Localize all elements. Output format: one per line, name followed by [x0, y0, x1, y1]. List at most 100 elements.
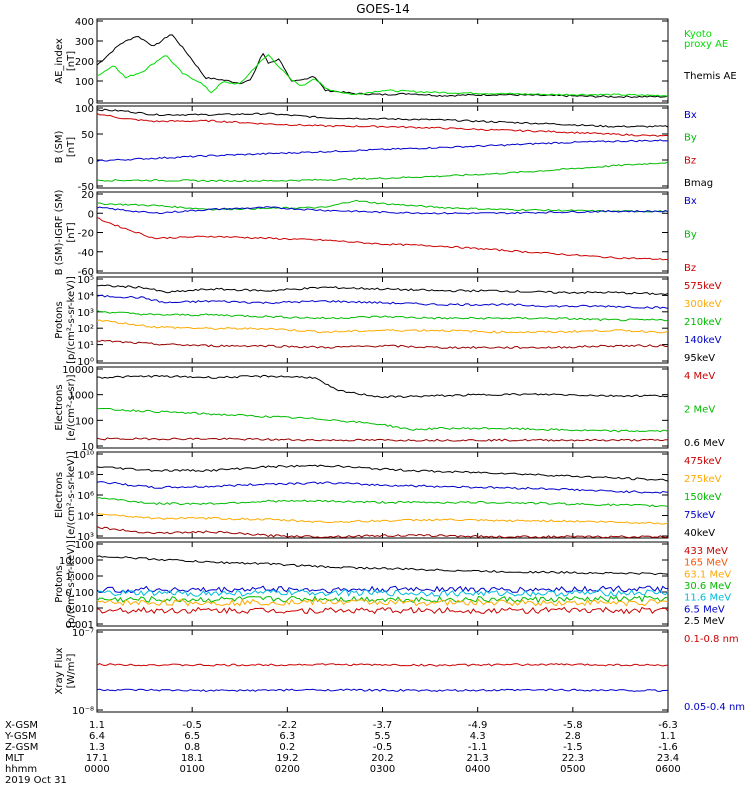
footer-value: -2.2	[278, 720, 298, 731]
footer-row-label: X-GSM	[5, 720, 38, 731]
footer-row-label: Y-GSM	[4, 731, 37, 742]
legend-label: 475keV	[684, 456, 722, 467]
legend-label: Bx	[684, 110, 697, 121]
y-tick-label: 100	[75, 77, 94, 88]
y-axis-label: B (SM)	[54, 130, 65, 163]
y-tick-label: 10⁴	[77, 512, 94, 523]
footer-value: 20.2	[371, 753, 393, 764]
y-tick-label: 10	[81, 442, 94, 453]
y-tick-label: 1.000	[65, 572, 94, 583]
footer-value: 0300	[370, 764, 395, 775]
panel-3-series-0	[96, 284, 669, 296]
legend-label: 275keV	[684, 474, 722, 485]
footer-value: -4.9	[468, 720, 488, 731]
y-tick-label: 10⁰	[77, 357, 94, 368]
panel-1-series-3	[96, 161, 669, 183]
panel-2-series-0	[96, 199, 669, 213]
y-tick-label: 0	[88, 209, 94, 220]
panel-5-frame	[96, 451, 669, 539]
legend-label: 300keV	[684, 299, 722, 310]
panel-4-series-2	[96, 437, 669, 442]
y-tick-label: 10⁻⁷	[72, 628, 94, 639]
footer-value: 21.3	[467, 753, 489, 764]
y-tick-label: 50	[81, 130, 94, 141]
footer-value: 0100	[179, 764, 204, 775]
panel-0-series-0	[96, 34, 669, 99]
y-tick-label: 10¹	[77, 341, 94, 352]
footer-value: 1.3	[89, 742, 105, 753]
panel-1-series-0	[96, 108, 669, 128]
y-tick-label: 10⁶	[77, 491, 94, 502]
footer-value: 1.1	[660, 731, 676, 742]
y-tick-label: 10⁵	[77, 275, 94, 286]
legend-label: 0.05-0.4 nm	[684, 702, 745, 713]
y-tick-label: -60	[78, 267, 94, 278]
legend-label: 95keV	[684, 353, 715, 364]
y-tick-label: 10¹⁰	[73, 450, 94, 461]
y-tick-label: 20	[81, 190, 94, 201]
footer-value: -0.5	[373, 742, 393, 753]
footer-value: 6.5	[184, 731, 200, 742]
legend-label: 6.5 MeV	[684, 604, 725, 615]
legend-label: Bx	[684, 196, 697, 207]
legend-label: 75keV	[684, 510, 715, 521]
panel-3-series-4	[96, 339, 669, 350]
y-axis-label: [e/(cm²-s-sr)]	[66, 374, 77, 440]
legend-label: proxy AE	[684, 39, 728, 50]
y-tick-label: 10⁴	[77, 291, 94, 302]
panel-0-series-1	[96, 54, 669, 97]
panel-2-series-2	[96, 216, 669, 261]
y-tick-label: 10²	[77, 324, 94, 335]
y-axis-label: Xray Flux	[54, 647, 65, 694]
legend-label: By	[684, 230, 697, 241]
y-tick-label: -50	[78, 182, 94, 193]
footer-value: -1.1	[468, 742, 488, 753]
footer-value: 6.3	[279, 731, 295, 742]
y-axis-label: Electrons	[54, 384, 65, 430]
legend-label: 2 MeV	[684, 405, 715, 416]
legend-label: 433 MeV	[684, 546, 728, 557]
y-tick-label: 10⁻⁸	[72, 706, 94, 717]
panel-5-series-0	[96, 464, 669, 482]
footer-value: -3.7	[373, 720, 393, 731]
legend-label: Bmag	[684, 178, 713, 189]
legend-label: 150keV	[684, 492, 722, 503]
panel-6-series-2	[96, 588, 669, 598]
panel-6-series-4	[96, 598, 669, 607]
y-axis-label: [nT]	[66, 222, 77, 242]
legend-label: 140keV	[684, 335, 722, 346]
y-tick-label: 300	[75, 37, 94, 48]
footer-value: 4.3	[470, 731, 486, 742]
panel-2-series-1	[96, 206, 669, 215]
panel-5-series-2	[96, 497, 669, 508]
y-tick-label: 200	[75, 57, 94, 68]
panel-6-series-3	[96, 595, 669, 604]
panel-5-series-3	[96, 513, 669, 525]
footer-value: -0.5	[182, 720, 202, 731]
footer-value: 0.8	[184, 742, 200, 753]
y-tick-label: 0.001	[65, 620, 94, 631]
legend-label: By	[684, 133, 697, 144]
panel-7-series-1	[96, 688, 669, 693]
y-axis-label: Protons	[54, 565, 65, 602]
panel-1-series-1	[96, 112, 668, 137]
y-tick-label: -40	[78, 248, 94, 259]
footer-value: 0200	[275, 764, 300, 775]
panel-3-series-2	[96, 310, 669, 322]
panel-4-frame	[96, 366, 669, 449]
legend-label: Bz	[684, 155, 696, 166]
legend-label: 63.1 MeV	[684, 569, 731, 580]
footer-value: 5.5	[375, 731, 391, 742]
y-tick-label: -20	[78, 229, 94, 240]
y-axis-label: [e/(cm²-s-sr-keV)]	[66, 451, 77, 539]
footer-row-label: Z-GSM	[5, 742, 38, 753]
panel-3-series-1	[96, 294, 669, 310]
footer-row-label: MLT	[5, 753, 25, 764]
footer-value: 1.1	[89, 720, 105, 731]
legend-label: 30.6 MeV	[684, 581, 731, 592]
footer-row-label: hhmm	[5, 764, 37, 775]
panel-6-frame	[96, 541, 669, 627]
legend-label: 4 MeV	[684, 371, 715, 382]
panel-1-series-2	[96, 139, 669, 162]
panel-5-series-1	[96, 481, 669, 494]
